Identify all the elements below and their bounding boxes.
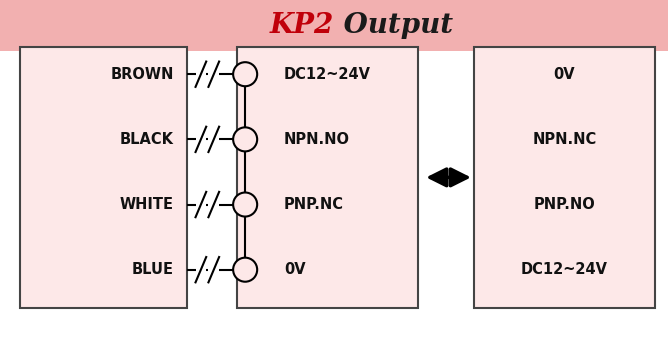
Text: BLUE: BLUE	[132, 262, 174, 277]
Text: Output: Output	[334, 12, 453, 39]
Text: BLACK: BLACK	[120, 132, 174, 147]
Ellipse shape	[233, 127, 257, 151]
Ellipse shape	[233, 193, 257, 216]
Text: NPN.NC: NPN.NC	[532, 132, 597, 147]
Text: WHITE: WHITE	[120, 197, 174, 212]
Text: PNP.NC: PNP.NC	[284, 197, 344, 212]
Ellipse shape	[233, 62, 257, 86]
Text: DC12~24V: DC12~24V	[284, 67, 371, 82]
FancyBboxPatch shape	[474, 47, 655, 308]
Text: PNP.NO: PNP.NO	[534, 197, 595, 212]
Ellipse shape	[233, 258, 257, 282]
FancyBboxPatch shape	[237, 47, 418, 308]
Text: NPN.NO: NPN.NO	[284, 132, 350, 147]
FancyBboxPatch shape	[0, 0, 668, 51]
Text: BROWN: BROWN	[110, 67, 174, 82]
Text: 0V: 0V	[554, 67, 575, 82]
FancyBboxPatch shape	[20, 47, 187, 308]
Text: KP2: KP2	[270, 12, 334, 39]
Text: DC12~24V: DC12~24V	[521, 262, 608, 277]
Text: 0V: 0V	[284, 262, 305, 277]
